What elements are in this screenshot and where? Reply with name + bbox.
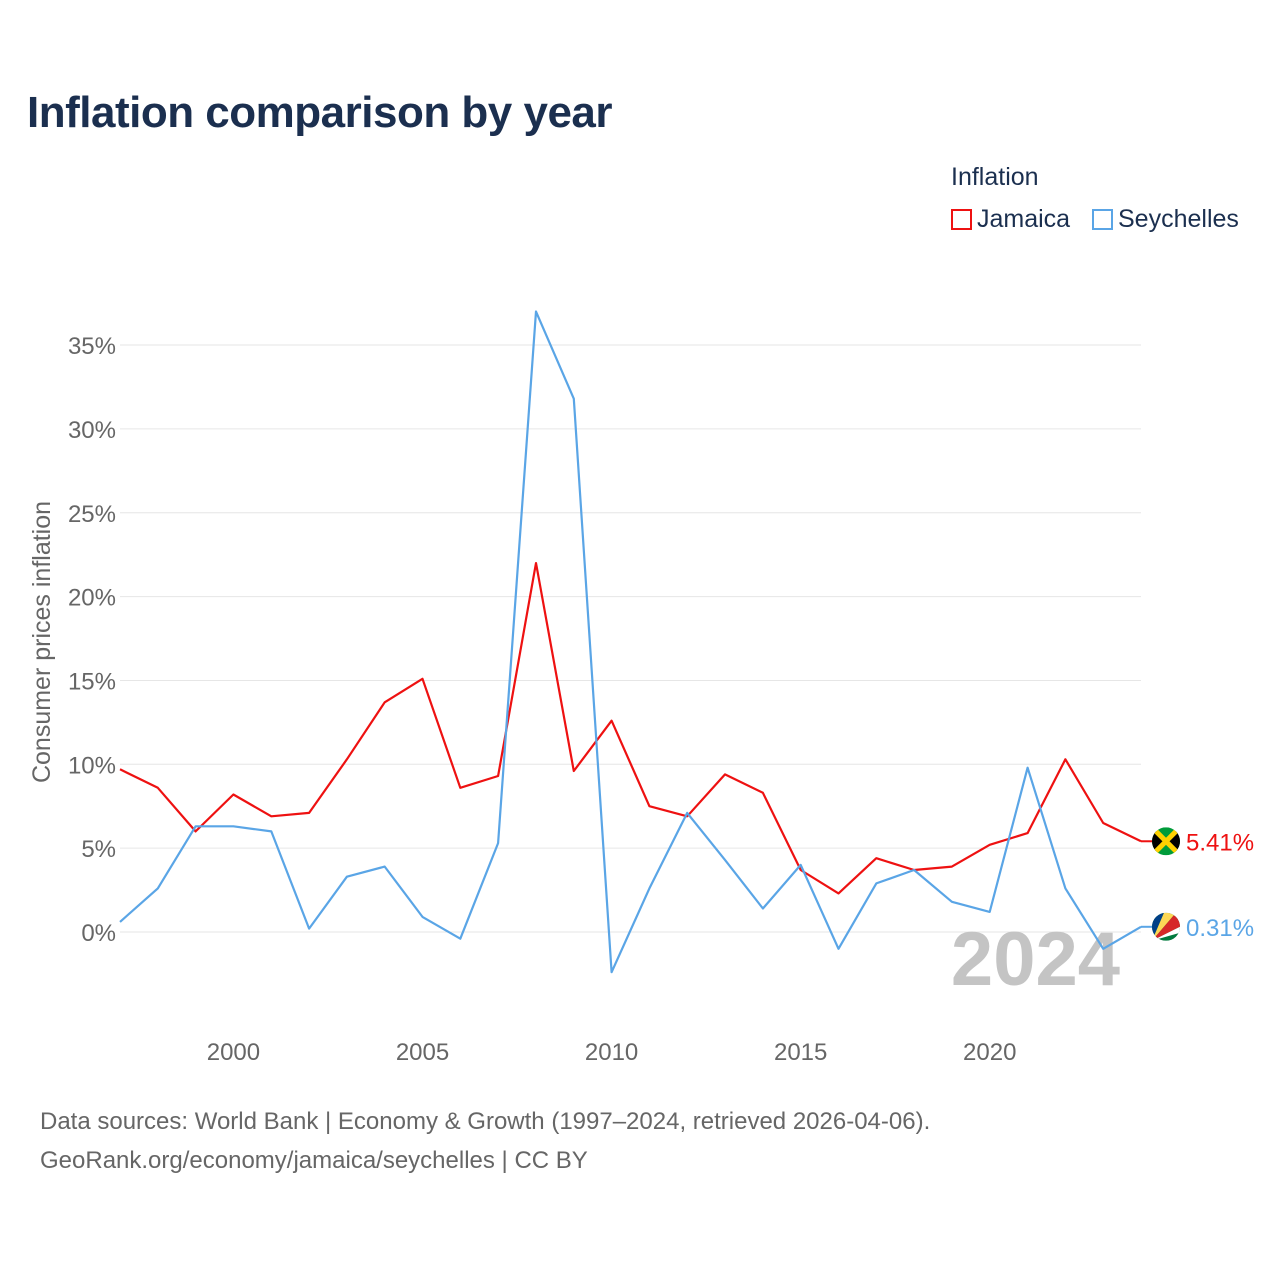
x-tick-label: 2015 bbox=[774, 1039, 827, 1066]
end-value-labels: 5.41% 0.31% bbox=[1186, 829, 1254, 942]
y-tick-label: 15% bbox=[68, 668, 116, 695]
gridlines bbox=[120, 344, 1141, 933]
legend-swatch-seychelles bbox=[1092, 209, 1113, 230]
source-line-1: Data sources: World Bank | Economy & Gro… bbox=[40, 1108, 931, 1135]
x-tick-label: 2000 bbox=[207, 1039, 260, 1066]
y-tick-label: 0% bbox=[81, 920, 116, 947]
legend-title: Inflation bbox=[951, 163, 1039, 191]
seychelles-flag-icon bbox=[1152, 912, 1180, 941]
legend-label-jamaica: Jamaica bbox=[977, 205, 1071, 233]
year-watermark: 2024 bbox=[951, 917, 1120, 1002]
y-tick-label: 25% bbox=[68, 501, 116, 528]
x-tick-label: 2010 bbox=[585, 1039, 638, 1066]
y-tick-label: 10% bbox=[68, 752, 116, 779]
y-tick-label: 30% bbox=[68, 417, 116, 444]
series-line-jamaica[interactable] bbox=[119, 561, 1142, 895]
series-line-seychelles[interactable] bbox=[119, 310, 1142, 974]
x-tick-label: 2005 bbox=[396, 1039, 449, 1066]
series-lines bbox=[119, 310, 1152, 974]
chart-title: Inflation comparison by year bbox=[27, 88, 613, 137]
end-flags bbox=[1152, 827, 1180, 941]
y-tick-label: 5% bbox=[81, 836, 116, 863]
y-tick-label: 35% bbox=[68, 333, 116, 360]
end-label-seychelles: 0.31% bbox=[1186, 915, 1254, 942]
legend-item-seychelles[interactable]: Seychelles bbox=[1092, 205, 1239, 234]
legend-swatch-jamaica bbox=[951, 209, 972, 230]
y-tick-label: 20% bbox=[68, 585, 116, 612]
source-line-2[interactable]: GeoRank.org/economy/jamaica/seychelles |… bbox=[40, 1147, 588, 1174]
x-tick-label: 2020 bbox=[963, 1039, 1016, 1066]
legend-label-seychelles: Seychelles bbox=[1118, 205, 1239, 233]
legend-item-jamaica[interactable]: Jamaica bbox=[951, 205, 1070, 234]
y-axis-ticks: 0% 5% 10% 15% 20% 25% 30% 35% bbox=[68, 333, 116, 947]
y-axis-label: Consumer prices inflation bbox=[28, 501, 56, 783]
x-axis-ticks: 2000 2005 2010 2015 2020 bbox=[207, 1039, 1017, 1066]
jamaica-flag-icon bbox=[1152, 827, 1180, 856]
end-label-jamaica: 5.41% bbox=[1186, 829, 1254, 856]
